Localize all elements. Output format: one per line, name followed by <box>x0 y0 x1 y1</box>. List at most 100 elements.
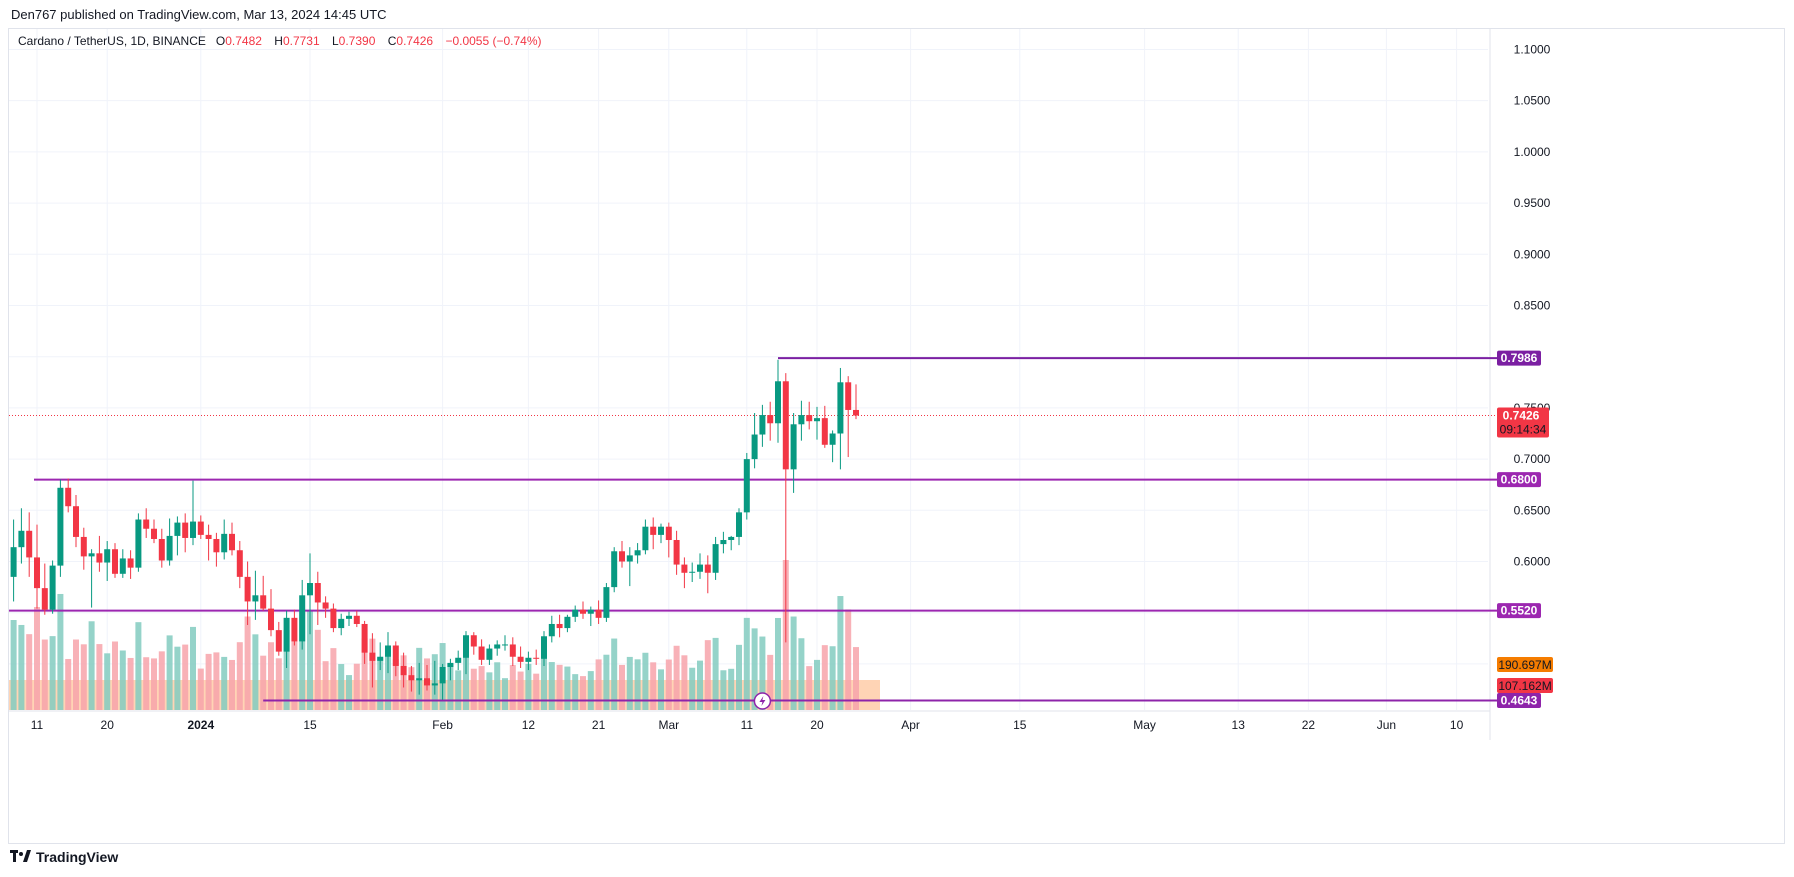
volume-bar <box>845 609 852 710</box>
candle-body <box>229 533 235 551</box>
x-tick-label: 20 <box>101 718 115 732</box>
candle-2024-02-09 <box>502 635 508 651</box>
x-tick-label: 11 <box>31 718 44 732</box>
tradingview-brand: TradingView <box>36 849 119 865</box>
high-value: 0.7731 <box>282 34 320 48</box>
volume-bar <box>759 636 766 710</box>
candle-body <box>268 608 274 631</box>
candle-body <box>439 666 446 684</box>
level-label-0.5520-bg <box>1497 603 1541 619</box>
tradingview-logo-icon <box>10 850 31 862</box>
candle-body <box>400 665 407 676</box>
candle-2023-12-10 <box>26 512 33 577</box>
x-tick-label: 15 <box>1013 718 1027 732</box>
candle-2024-02-14 <box>541 631 547 666</box>
candle-2024-01-27 <box>400 652 407 688</box>
volume-bar <box>377 657 384 710</box>
candle-2024-01-17 <box>322 596 329 618</box>
volume-bar <box>57 593 64 710</box>
x-tick-label: 20 <box>810 718 824 732</box>
x-tick-label: 2024 <box>187 718 214 732</box>
volume-bar <box>821 645 828 710</box>
level-label-0.4643: 0.4643 <box>1497 692 1541 708</box>
candle-body <box>65 487 72 507</box>
volume-bar <box>743 617 750 710</box>
candle-2023-12-18 <box>88 549 95 608</box>
candle-2024-01-02 <box>205 524 212 561</box>
volume-bar <box>236 642 243 710</box>
candle-body <box>190 521 196 538</box>
y-tick-label: 1.0000 <box>1514 145 1551 159</box>
tradingview-footer[interactable]: TradingView <box>10 849 118 865</box>
volume-bar <box>611 638 618 710</box>
candle-body <box>704 564 711 573</box>
volume-bar <box>525 663 532 710</box>
close-value: 0.7426 <box>396 34 434 48</box>
volume-bar <box>463 648 469 710</box>
volume-bar <box>283 630 290 710</box>
volume-bar <box>229 659 235 710</box>
candle-body <box>151 528 157 539</box>
candle-2024-01-20 <box>346 611 352 627</box>
symbol-legend[interactable]: Cardano / TetherUS, 1D, BINANCE O0.7482 … <box>18 34 551 48</box>
volume-bar <box>346 675 352 710</box>
volume-bar <box>541 653 547 710</box>
candle-2024-03-09 <box>728 535 735 551</box>
event-marker-icon <box>753 692 772 710</box>
volume-bar <box>790 616 797 710</box>
candle-2024-01-22 <box>361 620 368 664</box>
candle-body <box>392 645 399 666</box>
candle-body <box>463 635 469 658</box>
candle-body <box>595 609 602 618</box>
volume-bar <box>104 653 111 710</box>
candle-body <box>260 595 267 609</box>
candle-body <box>455 657 462 663</box>
volume-bar <box>712 637 719 710</box>
candle-2024-01-08 <box>252 570 259 620</box>
candle-2024-01-16 <box>314 571 321 626</box>
x-tick-label: 21 <box>592 718 606 732</box>
candle-2024-02-04 <box>463 631 469 675</box>
candle-body <box>252 595 259 602</box>
candle-body <box>845 382 852 410</box>
volume-bar <box>314 629 321 710</box>
volume-bar <box>338 664 345 710</box>
volume-bar <box>34 607 40 710</box>
open-label: O <box>215 34 226 48</box>
candle-body <box>314 583 321 603</box>
candle-2023-12-09 <box>18 508 25 564</box>
candle-2024-01-03 <box>213 532 220 567</box>
candle-body <box>611 551 618 588</box>
volume-bar <box>689 667 696 710</box>
candle-body <box>775 381 781 424</box>
candle-body <box>41 588 48 610</box>
candle-2023-12-13 <box>49 560 56 614</box>
candle-2024-03-24 <box>845 376 852 458</box>
candle-body <box>236 550 243 577</box>
high-label: H <box>274 34 283 48</box>
candle-2023-12-20 <box>104 541 111 581</box>
candle-body <box>587 609 594 614</box>
candle-2024-03-23 <box>837 367 844 470</box>
candle-2024-02-07 <box>486 644 493 665</box>
volume-bar <box>502 678 508 710</box>
y-tick-label: 1.0500 <box>1514 94 1551 108</box>
volume-bar <box>829 646 836 710</box>
candle-2024-03-21 <box>821 405 828 448</box>
candle-body <box>541 636 547 659</box>
volume-bar <box>322 661 329 710</box>
level-label-0.6800-bg <box>1497 472 1541 488</box>
candle-body <box>564 616 571 629</box>
volume-label-0: 190.697M <box>1497 657 1553 672</box>
volume-bar <box>806 666 813 710</box>
volume-bar <box>330 648 337 710</box>
volume-bar <box>307 611 313 710</box>
volume-bar <box>595 659 602 710</box>
volume-bar <box>665 659 672 710</box>
candle-2024-02-25 <box>626 547 633 587</box>
volume-bar <box>603 654 610 710</box>
candle-2024-03-03 <box>681 557 688 589</box>
low-label: L <box>331 34 339 48</box>
candle-2024-01-14 <box>299 579 306 650</box>
